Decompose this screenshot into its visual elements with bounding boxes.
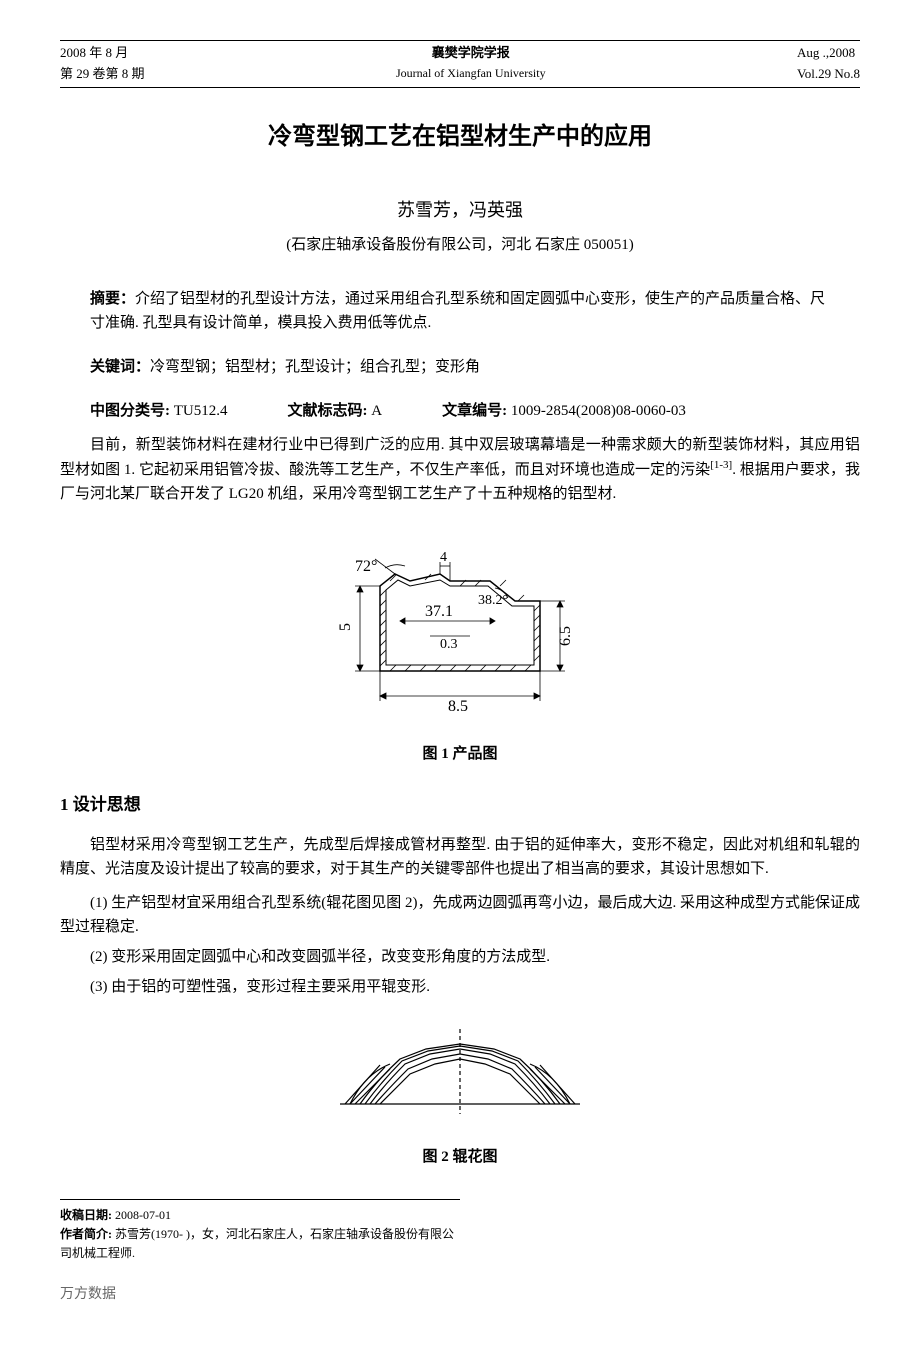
dim-inner-width: 37.1 bbox=[425, 603, 453, 620]
author-bio-line: 作者简介: 苏雪芳(1970- )，女，河北石家庄人，石家庄轴承设备股份有限公司… bbox=[60, 1225, 460, 1263]
clc-label: 中图分类号: bbox=[90, 403, 170, 419]
clc-value: TU512.4 bbox=[174, 403, 228, 419]
dim-left: 5 bbox=[337, 623, 354, 631]
affiliation: (石家庄轴承设备股份有限公司，河北 石家庄 050051) bbox=[60, 233, 860, 257]
header-center: 襄樊学院学报 Journal of Xiangfan University bbox=[396, 43, 546, 85]
abstract-block: 摘要：介绍了铝型材的孔型设计方法，通过采用组合孔型系统和固定圆弧中心变形，使生产… bbox=[90, 287, 830, 335]
dim-angle1: 72° bbox=[355, 558, 377, 575]
keywords-text: 冷弯型钢；铝型材；孔型设计；组合孔型；变形角 bbox=[150, 359, 480, 375]
classification-row: 中图分类号: TU512.4 文献标志码: A 文章编号: 1009-2854(… bbox=[90, 399, 830, 423]
header-date-cn: 2008 年 8 月 bbox=[60, 43, 145, 64]
keywords-block: 关键词：冷弯型钢；铝型材；孔型设计；组合孔型；变形角 bbox=[90, 355, 830, 379]
dim-bottom: 8.5 bbox=[448, 698, 468, 715]
doc-code-value: A bbox=[371, 403, 382, 419]
abstract-label: 摘要： bbox=[90, 291, 135, 307]
received-value: 2008-07-01 bbox=[115, 1208, 171, 1222]
author-bio-label: 作者简介: bbox=[60, 1227, 112, 1241]
article-id-value: 1009-2854(2008)08-0060-03 bbox=[511, 403, 686, 419]
figure-2-caption: 图 2 辊花图 bbox=[60, 1145, 860, 1169]
footer-block: 收稿日期: 2008-07-01 作者简介: 苏雪芳(1970- )，女，河北石… bbox=[60, 1199, 460, 1264]
header-date-en: Aug .,2008 bbox=[797, 43, 860, 64]
clc-block: 中图分类号: TU512.4 bbox=[90, 399, 228, 423]
dim-thickness: 0.3 bbox=[440, 637, 458, 652]
page-header: 2008 年 8 月 第 29 卷第 8 期 襄樊学院学报 Journal of… bbox=[60, 40, 860, 88]
doc-code-label: 文献标志码: bbox=[288, 403, 368, 419]
dim-right: 6.5 bbox=[557, 626, 574, 646]
section-1-item-1: (1) 生产铝型材宜采用组合孔型系统(辊花图见图 2)，先成两边圆弧再弯小边，最… bbox=[60, 891, 860, 939]
received-date-line: 收稿日期: 2008-07-01 bbox=[60, 1206, 460, 1225]
header-volume-cn: 第 29 卷第 8 期 bbox=[60, 64, 145, 85]
figure-2-svg bbox=[320, 1019, 600, 1129]
article-id-label: 文章编号: bbox=[442, 403, 507, 419]
dim-top: 4 bbox=[440, 550, 447, 565]
intro-paragraph: 目前，新型装饰材料在建材行业中已得到广泛的应用. 其中双层玻璃幕墙是一种需求颇大… bbox=[60, 433, 860, 506]
article-title: 冷弯型钢工艺在铝型材生产中的应用 bbox=[60, 118, 860, 156]
figure-1-caption: 图 1 产品图 bbox=[60, 742, 860, 766]
keywords-label: 关键词： bbox=[90, 359, 150, 375]
received-label: 收稿日期: bbox=[60, 1208, 112, 1222]
watermark: 万方数据 bbox=[60, 1284, 860, 1306]
section-1-item-2: (2) 变形采用固定圆弧中心和改变圆弧半径，改变变形角度的方法成型. bbox=[60, 945, 860, 969]
journal-name-en: Journal of Xiangfan University bbox=[396, 64, 546, 83]
article-id-block: 文章编号: 1009-2854(2008)08-0060-03 bbox=[442, 399, 686, 423]
author-bio-value: 苏雪芳(1970- )，女，河北石家庄人，石家庄轴承设备股份有限公司机械工程师. bbox=[60, 1227, 454, 1260]
roll-flower-diagram bbox=[340, 1029, 580, 1114]
figure-2: 图 2 辊花图 bbox=[60, 1019, 860, 1169]
section-1-para-1: 铝型材采用冷弯型钢工艺生产，先成型后焊接成管材再整型. 由于铝的延伸率大，变形不… bbox=[60, 833, 860, 881]
authors: 苏雪芳，冯英强 bbox=[60, 196, 860, 225]
figure-1-svg: 72° 4 38.2° 37.1 0.3 8.5 5 6.5 bbox=[300, 526, 620, 726]
abstract-text: 介绍了铝型材的孔型设计方法，通过采用组合孔型系统和固定圆弧中心变形，使生产的产品… bbox=[90, 291, 825, 331]
header-right: Aug .,2008 Vol.29 No.8 bbox=[797, 43, 860, 85]
section-1-item-3: (3) 由于铝的可塑性强，变形过程主要采用平辊变形. bbox=[60, 975, 860, 999]
header-left: 2008 年 8 月 第 29 卷第 8 期 bbox=[60, 43, 145, 85]
doc-code-block: 文献标志码: A bbox=[288, 399, 383, 423]
header-volume-en: Vol.29 No.8 bbox=[797, 64, 860, 85]
dim-angle2: 38.2° bbox=[478, 593, 508, 608]
journal-name-cn: 襄樊学院学报 bbox=[396, 43, 546, 64]
section-1-heading: 1 设计思想 bbox=[60, 791, 860, 818]
profile-inner bbox=[386, 580, 534, 665]
figure-1: 72° 4 38.2° 37.1 0.3 8.5 5 6.5 图 1 产品图 bbox=[60, 526, 860, 766]
intro-text: 目前，新型装饰材料在建材行业中已得到广泛的应用. 其中双层玻璃幕墙是一种需求颇大… bbox=[60, 437, 860, 502]
